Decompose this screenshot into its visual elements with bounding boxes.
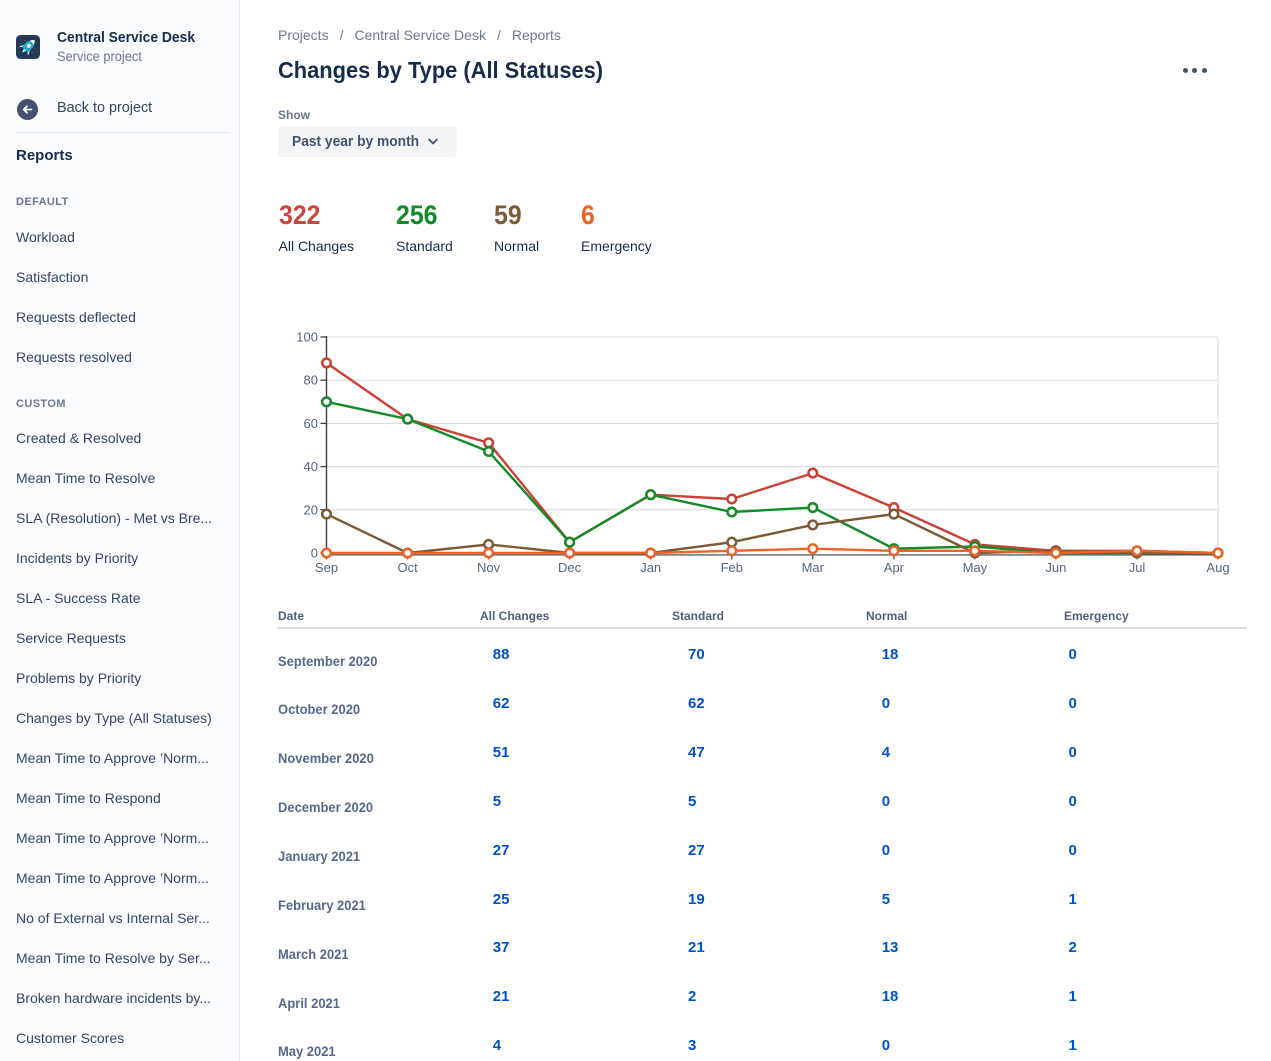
svg-text:Sep: Sep: [315, 560, 338, 575]
svg-text:May: May: [963, 560, 988, 575]
svg-text:Mar: Mar: [802, 560, 825, 575]
svg-text:60: 60: [304, 416, 318, 431]
svg-text:0: 0: [311, 546, 318, 561]
svg-text:Aug: Aug: [1206, 560, 1229, 575]
svg-text:Dec: Dec: [558, 560, 582, 575]
svg-text:80: 80: [304, 373, 318, 388]
svg-text:Oct: Oct: [397, 560, 418, 575]
svg-text:20: 20: [304, 502, 318, 517]
svg-text:Feb: Feb: [721, 560, 743, 575]
svg-text:100: 100: [296, 330, 318, 345]
svg-text:Jun: Jun: [1045, 560, 1066, 575]
svg-text:Nov: Nov: [477, 560, 501, 575]
svg-text:Jan: Jan: [640, 560, 661, 575]
svg-text:Apr: Apr: [884, 560, 905, 575]
svg-text:40: 40: [304, 459, 318, 474]
svg-text:Jul: Jul: [1129, 560, 1146, 575]
